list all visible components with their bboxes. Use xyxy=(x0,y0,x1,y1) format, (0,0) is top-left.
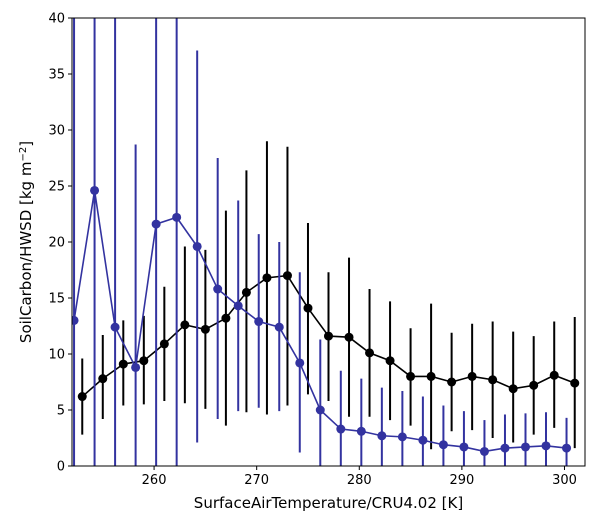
y-tick-label: 0 xyxy=(57,460,65,475)
data-point xyxy=(241,287,251,297)
x-axis: 260 270 280 290 300 xyxy=(142,466,577,488)
data-point xyxy=(131,362,141,372)
y-axis-label: SoilCarbon/HWSD [kg m−2] xyxy=(17,141,35,343)
series-1 xyxy=(72,18,572,466)
data-point xyxy=(254,317,264,327)
data-point xyxy=(336,424,346,434)
data-point xyxy=(303,303,313,313)
data-point xyxy=(274,322,284,332)
x-tick-label: 300 xyxy=(552,473,577,488)
data-point xyxy=(180,320,190,330)
y-tick-label: 5 xyxy=(57,404,65,419)
data-point xyxy=(192,241,202,251)
data-point xyxy=(418,435,428,445)
data-point xyxy=(77,392,87,402)
data-point xyxy=(459,442,469,452)
y-axis-label-close: ] xyxy=(17,141,35,147)
x-tick-label: 260 xyxy=(142,473,167,488)
data-point xyxy=(151,219,161,229)
data-point xyxy=(365,348,375,358)
y-tick-label: 20 xyxy=(48,236,65,251)
data-point xyxy=(570,378,580,388)
data-point xyxy=(377,431,387,441)
series-0 xyxy=(77,141,580,450)
data-point xyxy=(549,370,559,380)
x-tick-label: 270 xyxy=(244,473,269,488)
y-tick-label: 10 xyxy=(48,348,65,363)
y-axis-label-unit: −2 xyxy=(18,147,29,162)
data-point xyxy=(438,440,448,450)
data-point xyxy=(98,374,108,384)
data-point xyxy=(562,443,572,453)
data-point xyxy=(406,371,416,381)
data-point xyxy=(467,371,477,381)
data-point xyxy=(385,356,395,366)
plot-area xyxy=(72,18,580,466)
data-point xyxy=(72,315,79,325)
y-tick-label: 40 xyxy=(48,12,65,27)
data-point xyxy=(479,446,489,456)
data-point xyxy=(324,331,333,341)
data-point xyxy=(508,384,518,394)
data-point xyxy=(233,301,243,311)
data-point xyxy=(118,359,128,369)
data-point xyxy=(500,443,510,453)
data-point xyxy=(262,273,272,283)
data-point xyxy=(356,426,366,436)
data-point xyxy=(520,442,530,452)
x-axis-label: SurfaceAirTemperature/CRU4.02 [K] xyxy=(194,494,463,512)
data-point xyxy=(172,212,182,222)
data-point xyxy=(541,441,551,451)
x-tick-label: 280 xyxy=(347,473,372,488)
y-tick-label: 30 xyxy=(48,124,65,139)
data-point xyxy=(200,324,210,334)
data-point xyxy=(90,185,100,195)
y-axis-label-main: SoilCarbon/HWSD [kg m xyxy=(17,162,35,344)
data-point xyxy=(426,371,436,381)
data-point xyxy=(447,377,457,387)
data-point xyxy=(344,332,354,342)
y-tick-label: 35 xyxy=(48,68,65,83)
data-point xyxy=(295,358,305,368)
y-tick-label: 25 xyxy=(48,180,65,195)
data-point xyxy=(315,405,325,415)
data-point xyxy=(213,284,223,294)
data-point xyxy=(529,380,539,390)
data-point xyxy=(282,271,292,281)
data-point xyxy=(110,322,120,332)
data-point xyxy=(221,313,231,323)
data-point xyxy=(159,339,169,349)
data-point xyxy=(397,432,407,442)
data-point xyxy=(488,375,498,385)
y-axis: 0 5 10 15 20 25 30 35 40 xyxy=(48,12,72,475)
data-point xyxy=(139,356,149,366)
y-tick-label: 15 xyxy=(48,292,65,307)
x-tick-label: 290 xyxy=(449,473,474,488)
